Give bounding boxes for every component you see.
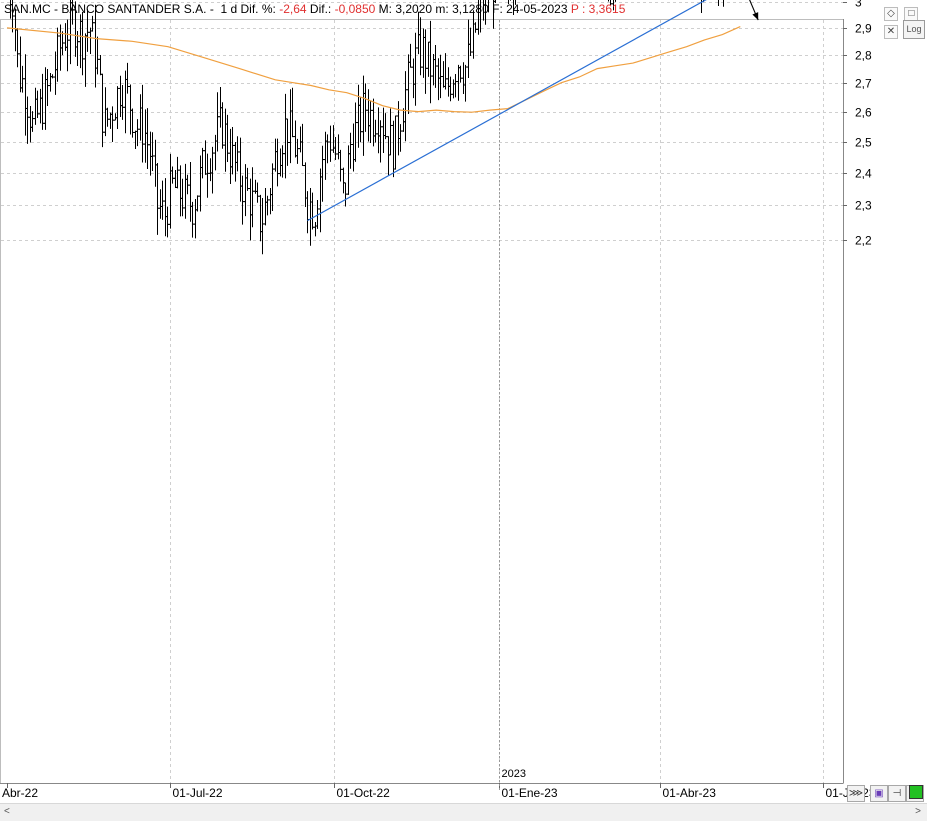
date-value: 24-05-2023 <box>506 2 568 16</box>
pin-icon[interactable]: ⊣ <box>888 785 906 802</box>
y-tick-label: 2,6 <box>855 106 872 120</box>
y-tick-label: 2,2 <box>855 234 872 248</box>
dif-label: Dif.: <box>309 2 332 16</box>
x-tick-label: 01-Jul-22 <box>173 786 223 800</box>
dif-pct-label: Dif. %: <box>240 2 276 16</box>
restore-icon[interactable]: ◇ <box>884 7 898 21</box>
moving-average-line <box>6 26 741 113</box>
arrow-down <box>749 0 759 21</box>
y-tick-label: 2,5 <box>855 136 872 150</box>
y-tick-label: 2,4 <box>855 167 872 181</box>
scroll-right-icon[interactable]: > <box>915 806 921 817</box>
double-chevron-icon[interactable]: ⋙ <box>847 785 865 802</box>
green-square-icon[interactable] <box>909 785 923 799</box>
dif-pct-value: -2,64 <box>279 2 307 16</box>
chart-header: SAN.MC - BANCO SANTANDER S.A. - 1 d Dif.… <box>4 2 626 16</box>
scroll-left-icon[interactable]: < <box>4 806 10 817</box>
y-tick-label: 2,8 <box>855 49 872 63</box>
plot-frame <box>0 19 844 784</box>
company-name: BANCO SANTANDER S.A. <box>61 2 207 16</box>
x-tick-label: 01-Ene-23 <box>502 786 558 800</box>
log-scale-button[interactable]: Log <box>903 20 925 39</box>
arrow-down-head <box>752 12 759 21</box>
max-value: 3,2020 <box>395 2 433 16</box>
interval: 1 d <box>220 2 238 16</box>
dif-value: -0,0850 <box>334 2 376 16</box>
x-tick-label: 01-Abr-23 <box>663 786 717 800</box>
y-tick-label: 2,3 <box>855 199 872 213</box>
price-label: P : <box>570 2 586 16</box>
window-buttons: ◇ □ ✕ <box>882 3 927 39</box>
y-tick-label: 2,7 <box>855 77 872 91</box>
ticker-symbol: SAN.MC <box>4 2 51 16</box>
min-value: 3,1280 <box>452 2 489 16</box>
close-icon[interactable]: ✕ <box>884 25 898 39</box>
x-tick-label: 01-Oct-22 <box>337 786 391 800</box>
year-label: 2023 <box>502 768 526 780</box>
y-tick-label: 3 <box>855 0 862 10</box>
date-label: F: <box>492 2 503 16</box>
horizontal-scrollbar[interactable]: < > <box>0 803 927 821</box>
save-icon[interactable]: ▣ <box>870 785 888 802</box>
support-trendline <box>307 0 707 222</box>
price-value: 3,3615 <box>588 2 626 16</box>
x-tick-label: Abr-22 <box>2 786 38 800</box>
min-label: m: <box>435 2 449 16</box>
maximize-icon[interactable]: □ <box>904 7 919 21</box>
y-tick-label: 2,9 <box>855 22 872 36</box>
max-label: M: <box>378 2 392 16</box>
